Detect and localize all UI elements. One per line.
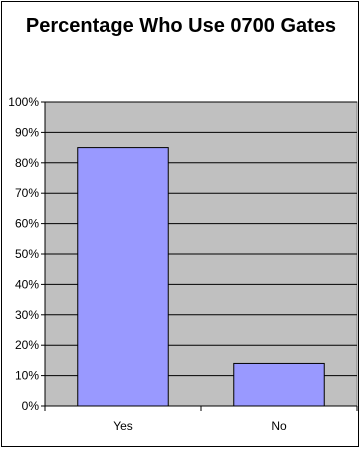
y-tick-label: 80% <box>15 156 39 170</box>
x-tick-label: No <box>271 419 287 433</box>
bar-yes <box>77 147 169 407</box>
chart-title: Percentage Who Use 0700 Gates <box>25 15 337 37</box>
x-tick-label: Yes <box>113 419 133 433</box>
y-tick-label: 100% <box>8 95 39 109</box>
y-tick-label: 50% <box>15 247 39 261</box>
y-tick-label: 40% <box>15 277 39 291</box>
y-tick-label: 20% <box>15 338 39 352</box>
y-tick-label: 10% <box>15 369 39 383</box>
bar-no <box>233 362 325 407</box>
y-tick-label: 90% <box>15 125 39 139</box>
y-tick-label: 60% <box>15 217 39 231</box>
y-tick-label: 0% <box>22 399 40 413</box>
y-tick-label: 30% <box>15 308 39 322</box>
y-tick-label: 70% <box>15 186 39 200</box>
